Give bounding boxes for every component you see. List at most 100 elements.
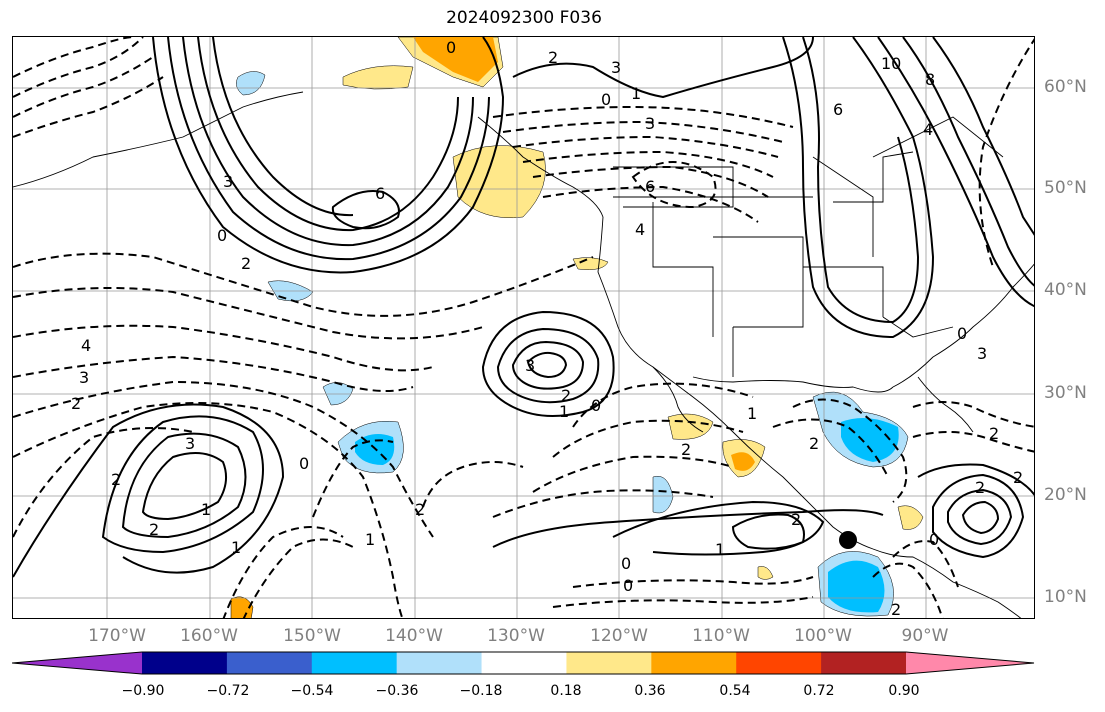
shade-blue-alaska xyxy=(236,71,266,96)
map-title: 2024092300 F036 xyxy=(446,8,602,28)
contour-label-0-carib: 0 xyxy=(929,530,939,549)
contour-label-0-central: 0 xyxy=(591,396,601,415)
shade-yellow-east xyxy=(757,566,774,580)
shade-yellow-alaska xyxy=(342,65,414,90)
colorbar-segment xyxy=(821,652,907,674)
contour-label-2-hawaii-b: 2 xyxy=(149,520,159,539)
contour-label-1-hawaii: 1 xyxy=(201,500,211,519)
lon-label-150w: 150°W xyxy=(283,626,341,646)
contour-label-4-greatlakes: 4 xyxy=(923,120,933,139)
contour-label-0-mexico: 0 xyxy=(621,554,631,573)
colorbar-tick: −0.54 xyxy=(290,683,334,699)
shade-orange-mexico xyxy=(731,452,755,471)
shade-yellow-baja xyxy=(667,413,714,440)
contour-label-2-central-high: 2 xyxy=(561,386,571,405)
contour-label-3-pacific: 3 xyxy=(223,172,233,191)
shade-cyan-gulf xyxy=(841,418,899,462)
colorbar-tick: −0.18 xyxy=(459,683,503,699)
graticule xyxy=(13,37,1034,618)
colorbar-segment xyxy=(566,652,652,674)
lat-label-20n: 20°N xyxy=(1044,485,1087,505)
contour-label-6-canada: 6 xyxy=(833,100,843,119)
contour-label-6-pacific-high: 6 xyxy=(375,184,385,203)
colorbar-extend-low xyxy=(12,652,142,674)
contour-label-1-central: 1 xyxy=(559,402,569,421)
shading-layer xyxy=(230,37,924,618)
colorbar-segment xyxy=(311,652,398,674)
lat-label-10n: 10°N xyxy=(1044,587,1087,607)
contour-label-2-pacific: 2 xyxy=(241,254,251,273)
colorbar-tick: 0.18 xyxy=(550,683,582,699)
contour-label-2-central-am: 2 xyxy=(1013,468,1023,487)
contour-label-2-hawaii: 2 xyxy=(111,470,121,489)
colorbar-tick: 0.90 xyxy=(888,683,920,699)
shade-yellow-sw xyxy=(230,596,254,618)
contour-label-3-yukon: 3 xyxy=(611,58,621,77)
contours-positive xyxy=(13,37,1034,578)
contour-label-3-central-high: 3 xyxy=(525,356,535,375)
contour-label-1-east-pacific: 1 xyxy=(365,530,375,549)
contour-label-8-hudson: 8 xyxy=(925,70,935,89)
contour-label-2-west: 2 xyxy=(71,394,81,413)
contour-label-10-hudson: 10 xyxy=(881,54,901,73)
contour-label-6-nw-us: 6 xyxy=(645,177,655,196)
colorbar-segment xyxy=(481,652,567,674)
contour-label-0-bc: 0 xyxy=(601,90,611,109)
lat-label-30n: 30°N xyxy=(1044,383,1087,403)
contour-label-3-se-us: 3 xyxy=(977,344,987,363)
contour-label-2-carib-high: 2 xyxy=(975,478,985,497)
location-marker xyxy=(839,531,857,549)
contours-negative xyxy=(13,37,1034,618)
contour-label-2-gulf-mexico: 2 xyxy=(809,434,819,453)
shade-yellow-bc xyxy=(452,145,546,218)
lon-label-100w: 100°W xyxy=(794,626,852,646)
contour-label-3-bc: 3 xyxy=(645,114,655,133)
contour-label-3-west: 3 xyxy=(79,368,89,387)
colorbar-segment xyxy=(396,652,483,674)
coastlines xyxy=(13,91,1034,618)
lat-label-40n: 40°N xyxy=(1044,280,1087,300)
lon-label-110w: 110°W xyxy=(692,626,750,646)
contour-label-1-mexico: 1 xyxy=(715,540,725,559)
map-canvas: 0 2 3 10 8 6 0 1 3 4 6 3 0 2 6 4 4 3 2 3… xyxy=(13,37,1034,619)
contour-label-0-se-us: 0 xyxy=(957,324,967,343)
colorbar-segment xyxy=(651,652,737,674)
contour-label-4-west: 4 xyxy=(81,336,91,355)
colorbar-segment xyxy=(142,652,228,674)
colorbar-segment xyxy=(736,652,822,674)
contour-label-2-east-pacific: 2 xyxy=(415,500,425,519)
shade-blue-mexico xyxy=(652,475,674,514)
shade-yellow-caribbean xyxy=(897,505,924,530)
colorbar-extend-high xyxy=(906,652,1034,674)
contour-label-1-baja: 1 xyxy=(747,404,757,423)
lon-label-170w: 170°W xyxy=(88,626,146,646)
shade-yellow-cal xyxy=(572,257,609,270)
lon-label-130w: 130°W xyxy=(487,626,545,646)
lat-label-60n: 60°N xyxy=(1044,77,1087,97)
colorbar-tick: 0.36 xyxy=(634,683,666,699)
shade-cyan-south xyxy=(828,560,885,613)
contour-label-2-baja: 2 xyxy=(681,440,691,459)
contour-label-0-mexico-b: 0 xyxy=(623,576,633,595)
shade-darkorange-gulf-alaska xyxy=(413,37,498,82)
contour-label-1-hawaii-b: 1 xyxy=(231,538,241,557)
contour-label-2-mexico: 2 xyxy=(791,510,801,529)
contour-label-layer: 0 2 3 10 8 6 0 1 3 4 6 3 0 2 6 4 4 3 2 3… xyxy=(71,38,1023,619)
colorbar-tick: 0.72 xyxy=(803,683,835,699)
contour-label-4-west-coast: 4 xyxy=(635,220,645,239)
lat-label-50n: 50°N xyxy=(1044,178,1087,198)
colorbar-tick: 0.54 xyxy=(719,683,751,699)
colorbar-tick: −0.90 xyxy=(121,683,165,699)
contour-label-0-east-pacific: 0 xyxy=(299,454,309,473)
contour-label-2-caribbean: 2 xyxy=(891,600,901,619)
colorbar-segment xyxy=(226,652,313,674)
colorbar-tick: −0.72 xyxy=(206,683,250,699)
lon-label-160w: 160°W xyxy=(180,626,238,646)
contour-label-2-alaska: 2 xyxy=(548,48,558,67)
colorbar-tick: −0.36 xyxy=(375,683,419,699)
contour-label-3-hawaii: 3 xyxy=(185,434,195,453)
contour-label-2-florida: 2 xyxy=(989,424,999,443)
lon-label-120w: 120°W xyxy=(590,626,648,646)
map-panel: 0 2 3 10 8 6 0 1 3 4 6 3 0 2 6 4 4 3 2 3… xyxy=(12,36,1035,619)
lon-label-140w: 140°W xyxy=(385,626,443,646)
